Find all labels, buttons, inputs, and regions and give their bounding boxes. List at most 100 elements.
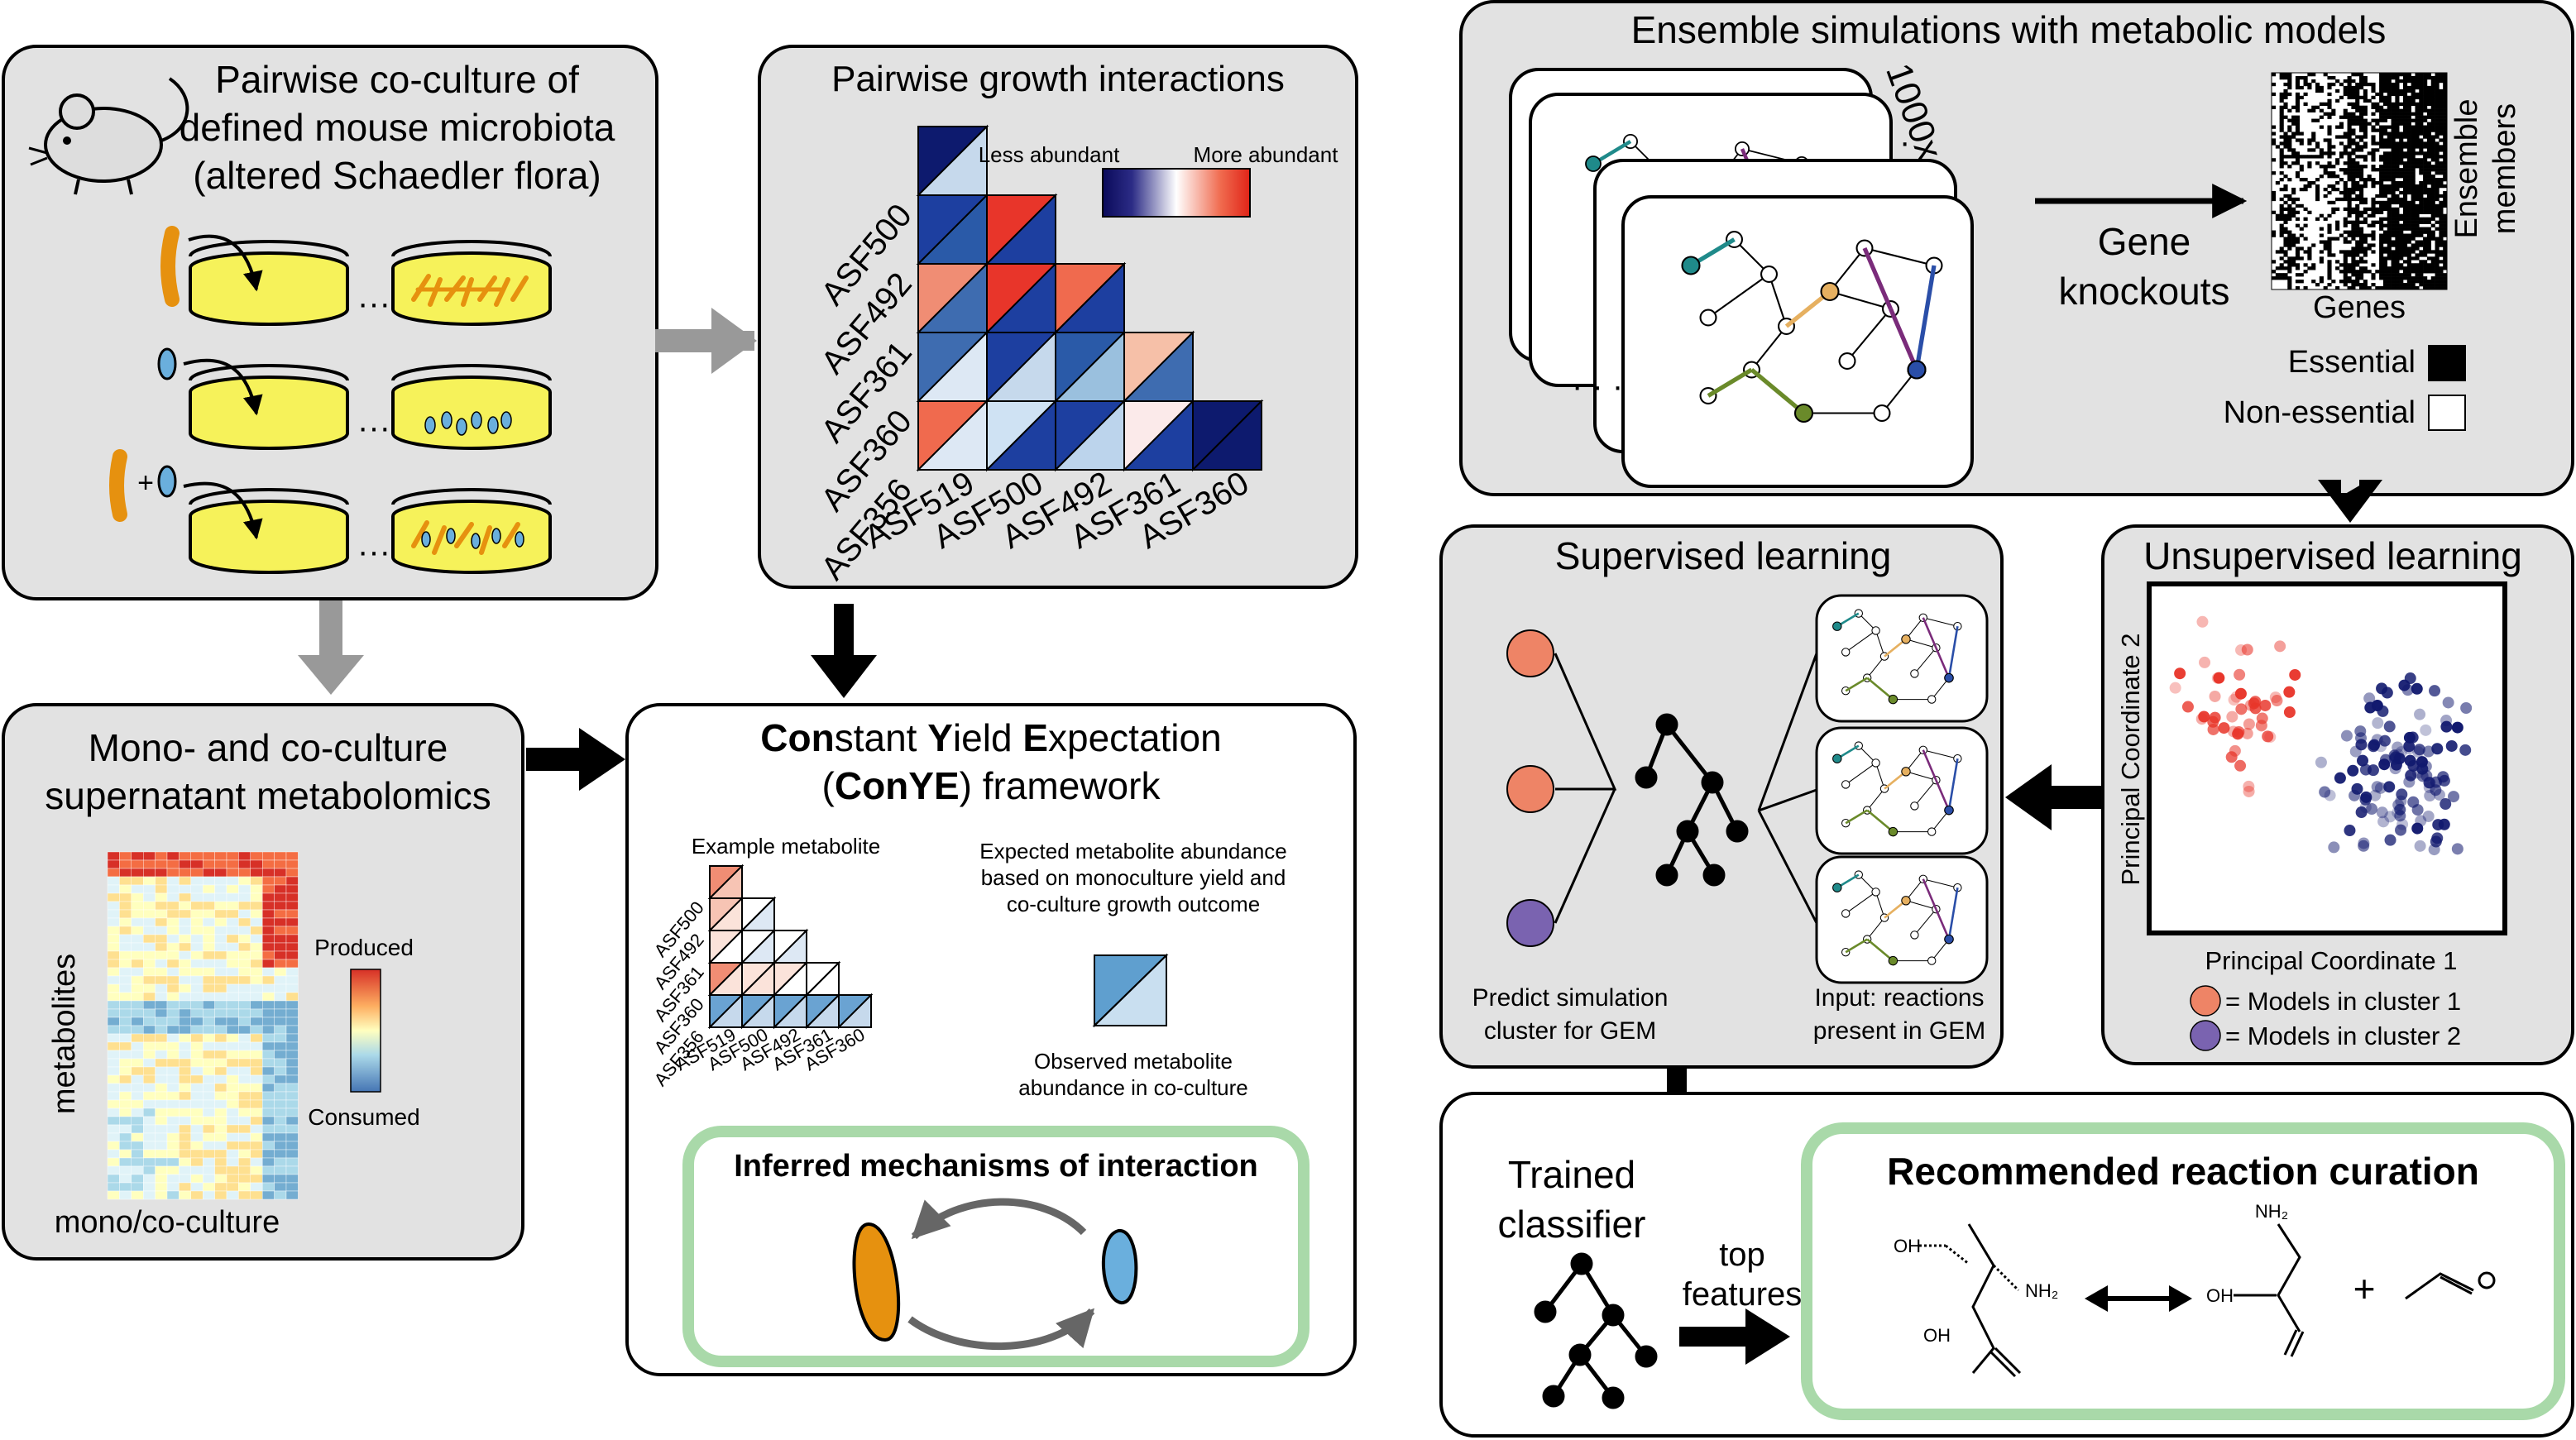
gene-essential-cell <box>2415 246 2420 251</box>
gene-essential-cell <box>2331 151 2336 155</box>
gene-essential-cell <box>2411 161 2416 165</box>
heatmap-cell <box>214 926 227 935</box>
network-edge <box>1845 762 1876 785</box>
gene-essential-cell <box>2343 240 2348 244</box>
gene-essential-cell <box>2303 82 2308 87</box>
gene-essential-cell <box>2387 178 2392 182</box>
gene-essential-cell <box>2443 89 2448 93</box>
gene-essential-cell <box>2403 105 2408 109</box>
gene-essential-cell <box>2403 175 2408 179</box>
cluster1-point <box>2241 727 2253 739</box>
cluster2-point <box>2405 768 2417 781</box>
heatmap-cell <box>274 876 287 886</box>
gene-essential-cell <box>2379 263 2384 267</box>
orange-bacterium-icon <box>852 1222 900 1342</box>
gene-essential-cell <box>2319 85 2324 90</box>
gene-essential-cell <box>2319 175 2324 179</box>
gene-essential-cell <box>2327 263 2332 267</box>
gene-essential-cell <box>2403 243 2408 247</box>
gene-essential-cell <box>2287 125 2292 129</box>
heatmap-cell <box>107 1141 120 1151</box>
gene-essential-cell <box>2391 256 2396 261</box>
gene-essential-cell <box>2419 200 2424 205</box>
gene-essential-cell <box>2371 237 2376 241</box>
gene-essential-cell <box>2279 165 2284 169</box>
gene-essential-cell <box>2343 190 2348 195</box>
gene-essential-cell <box>2395 165 2400 169</box>
heatmap-cell <box>285 1124 299 1134</box>
gene-essential-cell <box>2287 73 2292 77</box>
heatmap-cell <box>179 1190 191 1200</box>
heatmap-cell <box>155 1017 168 1026</box>
gene-essential-cell <box>2351 79 2356 84</box>
gene-essential-cell <box>2335 223 2340 227</box>
gene-essential-cell <box>2439 273 2444 277</box>
gene-essential-cell <box>2395 105 2400 109</box>
gene-essential-cell <box>2403 283 2408 287</box>
gene-essential-cell <box>2391 178 2396 182</box>
gene-essential-cell <box>2355 98 2360 103</box>
heatmap-cell <box>142 1182 156 1192</box>
cluster2-point <box>2376 806 2388 819</box>
gene-essential-cell <box>2419 92 2424 97</box>
gene-essential-cell <box>2379 187 2384 192</box>
gene-essential-cell <box>2415 151 2420 155</box>
gene-essential-cell <box>2272 125 2277 129</box>
gene-essential-cell <box>2347 122 2352 126</box>
gene-essential-cell <box>2419 98 2424 103</box>
gene-essential-cell <box>2355 210 2360 214</box>
gene-essential-cell <box>2387 155 2392 159</box>
gene-essential-cell <box>2311 138 2316 142</box>
gene-essential-cell <box>2439 155 2444 159</box>
gene-essential-cell <box>2307 266 2312 270</box>
heatmap-cell <box>285 1149 299 1159</box>
gene-essential-cell <box>2439 181 2444 185</box>
gene-essential-cell <box>2415 253 2420 257</box>
gene-essential-cell <box>2382 276 2388 280</box>
network-edge <box>1922 617 1958 627</box>
heatmap-cell <box>119 950 132 960</box>
gene-essential-cell <box>2443 280 2448 284</box>
heatmap-cell <box>179 967 191 977</box>
heatmap-cell <box>226 868 239 878</box>
gene-essential-cell <box>2406 184 2411 189</box>
gene-essential-cell <box>2291 260 2296 264</box>
gene-essential-cell <box>2430 168 2435 172</box>
gene-essential-cell <box>2382 161 2388 165</box>
heatmap-cell <box>179 1017 191 1026</box>
gene-essential-cell <box>2406 250 2411 254</box>
heatmap-cell <box>250 1074 263 1084</box>
gene-essential-cell <box>2435 213 2440 218</box>
gene-essential-cell <box>2415 263 2420 267</box>
gene-essential-cell <box>2295 95 2301 100</box>
gene-essential-cell <box>2343 256 2348 261</box>
gene-essential-cell <box>2443 266 2448 270</box>
heatmap-cell <box>119 1050 132 1060</box>
heatmap-cell <box>274 1050 287 1060</box>
network-node <box>1910 930 1919 940</box>
heatmap-cell <box>119 1091 132 1101</box>
gene-essential-cell <box>2283 89 2288 93</box>
heatmap-cell <box>214 1074 227 1084</box>
gene-essential-cell <box>2375 105 2380 109</box>
heatmap-cell <box>262 868 275 878</box>
gene-essential-cell <box>2375 200 2380 205</box>
gene-essential-cell <box>2359 135 2364 139</box>
gene-essential-cell <box>2347 158 2352 162</box>
mixed-colony-icon <box>411 520 524 555</box>
network-edge <box>1914 647 1937 674</box>
coculture-title-line2: defined mouse microbiota <box>180 106 615 149</box>
gene-essential-cell <box>2327 270 2332 274</box>
gene-essential-cell <box>2355 95 2360 100</box>
gene-essential-cell <box>2359 168 2364 172</box>
gene-essential-cell <box>2367 178 2372 182</box>
gene-essential-cell <box>2295 161 2301 165</box>
gene-essential-cell <box>2387 243 2392 247</box>
heatmap-cell <box>190 967 203 977</box>
heatmap-cell <box>262 1017 275 1026</box>
gene-essential-cell <box>2387 175 2392 179</box>
orange-bacterium-icon <box>109 449 127 522</box>
heatmap-cell <box>179 950 191 960</box>
gene-essential-cell <box>2347 138 2352 142</box>
gene-essential-cell <box>2359 115 2364 119</box>
